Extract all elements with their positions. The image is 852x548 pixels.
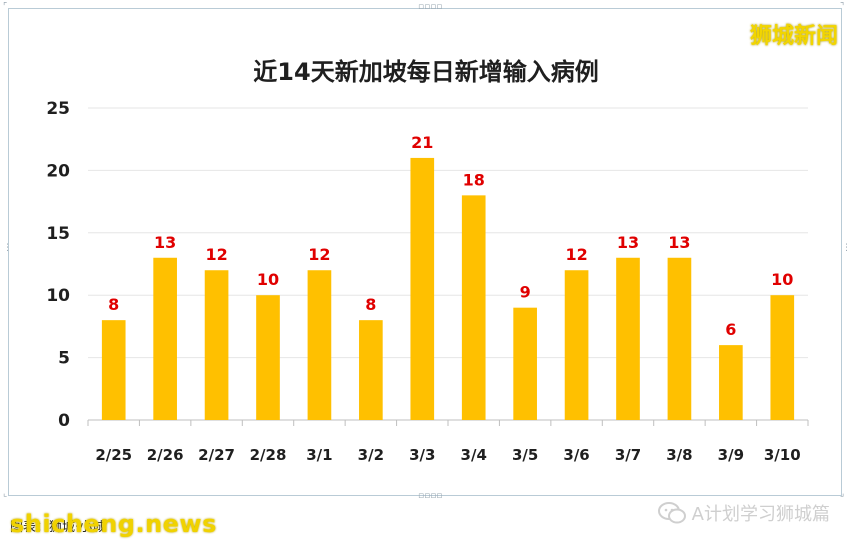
top-right-resize-handle[interactable]: ⌝	[840, 2, 845, 12]
account-attribution: A计划学习狮城篇	[657, 500, 830, 526]
x-tick-label: 3/9	[718, 446, 744, 464]
data-label: 8	[365, 295, 376, 314]
data-label: 13	[154, 233, 176, 252]
data-label: 13	[617, 233, 639, 252]
top-left-resize-handle[interactable]: ⌜	[3, 2, 8, 12]
y-tick-label: 15	[46, 224, 70, 244]
bar	[101, 320, 126, 420]
data-label: 12	[308, 245, 330, 264]
wechat-icon	[657, 502, 686, 524]
data-label: 21	[411, 133, 433, 152]
bar	[307, 270, 332, 420]
chart-title: 近14天新加坡每日新增输入病例	[253, 58, 599, 86]
x-tick-label: 2/27	[198, 446, 235, 464]
x-tick-label: 3/2	[358, 446, 384, 464]
y-tick-label: 10	[46, 286, 70, 306]
x-tick-label: 3/3	[409, 446, 435, 464]
data-label: 10	[771, 270, 793, 289]
x-tick-label: 2/26	[147, 446, 184, 464]
bottom-left-resize-handle[interactable]: ⌞	[3, 489, 8, 499]
top-resize-handle[interactable]: ▫▫▫▫	[418, 2, 443, 12]
x-tick-label: 2/28	[250, 446, 287, 464]
x-tick-label: 3/4	[461, 446, 487, 464]
bar	[616, 257, 640, 420]
bottom-resize-handle[interactable]: ▫▫▫▫	[418, 491, 443, 501]
bar	[667, 257, 692, 420]
bar	[770, 295, 795, 420]
data-label: 10	[257, 270, 279, 289]
x-tick-label: 3/7	[615, 446, 641, 464]
source-caption: 图表：狮城·小城	[10, 520, 106, 535]
data-label: 9	[520, 283, 531, 302]
data-label: 13	[668, 233, 690, 252]
bar	[410, 157, 435, 421]
bar	[204, 270, 229, 420]
bar	[513, 307, 537, 420]
x-tick-label: 3/8	[666, 446, 692, 464]
bottom-right-resize-handle[interactable]: ⌟	[840, 489, 845, 499]
x-tick-label: 3/10	[764, 446, 801, 464]
data-label: 12	[205, 245, 227, 264]
data-label: 6	[725, 320, 736, 339]
bar	[719, 345, 743, 420]
bar	[359, 320, 383, 420]
site-watermark: shicheng.news	[10, 510, 217, 538]
left-resize-handle[interactable]: ⋮	[3, 243, 12, 253]
y-tick-label: 0	[58, 411, 70, 431]
account-name: A计划学习狮城篇	[691, 504, 830, 525]
bar	[256, 295, 280, 420]
y-tick-label: 25	[46, 99, 70, 119]
data-label: 12	[565, 245, 587, 264]
x-tick-label: 3/6	[563, 446, 589, 464]
bar	[564, 270, 589, 420]
x-tick-label: 3/5	[512, 446, 538, 464]
data-label: 8	[108, 295, 119, 314]
right-resize-handle[interactable]: ⋮	[842, 243, 851, 253]
x-tick-label: 2/25	[95, 446, 132, 464]
bar	[153, 257, 177, 420]
y-tick-label: 5	[58, 349, 70, 369]
brand-logo-text: 狮城新闻	[749, 24, 838, 49]
x-tick-label: 3/1	[306, 446, 332, 464]
data-label: 18	[463, 170, 485, 189]
y-tick-label: 20	[46, 161, 70, 181]
bar	[461, 195, 486, 420]
